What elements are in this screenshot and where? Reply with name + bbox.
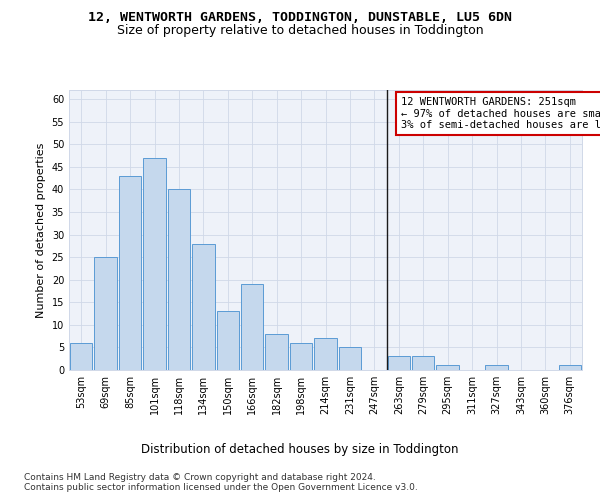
Bar: [485, 366, 508, 370]
Bar: [314, 338, 337, 370]
Bar: [338, 348, 361, 370]
Text: Size of property relative to detached houses in Toddington: Size of property relative to detached ho…: [116, 24, 484, 37]
Bar: [217, 312, 239, 370]
Bar: [241, 284, 263, 370]
Text: Distribution of detached houses by size in Toddington: Distribution of detached houses by size …: [141, 442, 459, 456]
Bar: [119, 176, 142, 370]
Bar: [559, 366, 581, 370]
Text: 12, WENTWORTH GARDENS, TODDINGTON, DUNSTABLE, LU5 6DN: 12, WENTWORTH GARDENS, TODDINGTON, DUNST…: [88, 11, 512, 24]
Bar: [265, 334, 288, 370]
Bar: [412, 356, 434, 370]
Bar: [290, 343, 313, 370]
Y-axis label: Number of detached properties: Number of detached properties: [36, 142, 46, 318]
Text: 12 WENTWORTH GARDENS: 251sqm
← 97% of detached houses are smaller (248)
3% of se: 12 WENTWORTH GARDENS: 251sqm ← 97% of de…: [401, 97, 600, 130]
Bar: [388, 356, 410, 370]
Bar: [70, 343, 92, 370]
Bar: [167, 190, 190, 370]
Bar: [94, 257, 117, 370]
Bar: [192, 244, 215, 370]
Bar: [436, 366, 459, 370]
Bar: [143, 158, 166, 370]
Text: Contains HM Land Registry data © Crown copyright and database right 2024.
Contai: Contains HM Land Registry data © Crown c…: [24, 472, 418, 492]
